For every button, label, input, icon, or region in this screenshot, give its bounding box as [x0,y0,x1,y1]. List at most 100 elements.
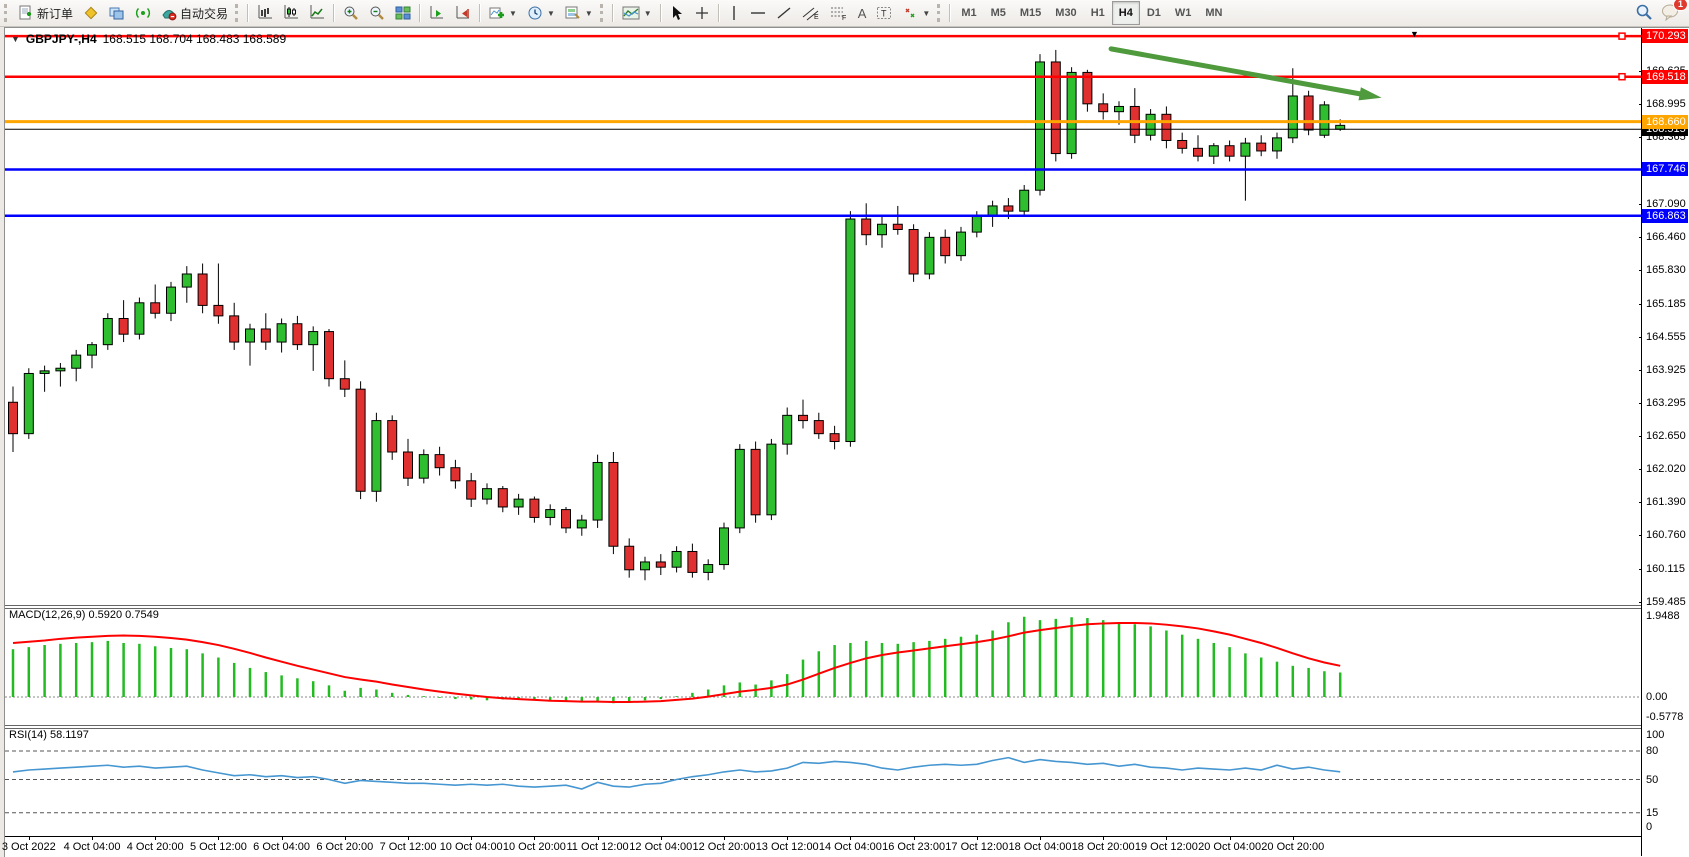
line-chart-button[interactable] [304,1,330,25]
time-tick [1292,837,1294,840]
hline-price-badge: 166.863 [1642,208,1688,223]
timeframe-button-mn[interactable]: MN [1205,7,1223,19]
price-tick-label: 164.555 [1646,330,1686,343]
cursor-button[interactable] [665,1,689,25]
timeframe-button-m15[interactable]: M15 [1019,7,1042,19]
candle [956,226,966,261]
candle [1161,106,1172,149]
chart-shift-marker[interactable]: ▼ [1410,29,1419,39]
price-tick-label: 168.995 [1646,98,1686,111]
price-axis[interactable]: 169.625168.995168.365167.090166.460165.8… [1639,28,1689,856]
line-handle[interactable] [1618,32,1626,40]
time-axis[interactable]: 3 Oct 2022 4 Oct 04:00 4 Oct 20:00 5 Oct 12… [2,836,1689,857]
separator [333,4,336,22]
fibonacci-button[interactable]: F [825,1,853,25]
text-button[interactable]: A [853,1,872,25]
trend-arrow-object[interactable] [1108,46,1375,99]
time-label: 12 Oct 20:00 [692,841,756,853]
autotrading-icon [162,10,177,21]
templates-button[interactable]: ▼ [560,1,598,25]
pane-separator[interactable] [5,605,1642,609]
candle-body [719,527,729,566]
separator [659,4,662,22]
time-label: 10 Oct 04:00 [439,841,503,853]
toolbar-grip[interactable] [4,4,11,22]
candle-body [355,388,366,492]
candle-body [608,461,619,547]
bar-chart-button[interactable] [252,1,278,25]
candle-body [734,448,745,529]
candle-body [229,315,240,343]
candle-body [118,317,129,335]
chart-shift-button[interactable] [450,1,476,25]
pane-separator[interactable] [5,725,1642,729]
time-tick [408,837,409,840]
price-tick [1639,535,1642,537]
tile-windows-icon [395,6,411,20]
time-label: 7 Oct 12:00 [379,841,437,853]
community-button[interactable]: 1 [1661,0,1688,24]
timeframe-button-m30[interactable]: M30 [1055,7,1077,19]
timeframe-button-m1[interactable]: M1 [961,7,977,19]
timeframe-button-h4[interactable]: H4 [1111,1,1140,25]
price-pane[interactable] [5,28,1642,605]
arrows-button[interactable]: ▼ [897,1,935,25]
candlestick-chart-button[interactable] [278,1,304,25]
notification-badge: 1 [1672,0,1688,11]
macd-pane[interactable]: MACD(12,26,9) 0.5920 0.7549 [5,607,1642,725]
trendline-button[interactable] [771,1,797,25]
candle-body [576,519,587,529]
search-button[interactable] [1635,3,1653,24]
candle [39,365,50,392]
periods-button[interactable]: ▼ [522,1,560,25]
candle-body [339,378,350,390]
bar-chart-icon [258,5,273,19]
candle [482,483,492,505]
candle-body [197,273,208,306]
candle-body [466,480,477,500]
candle-body [924,236,935,275]
indicators-button[interactable]: ▼ [484,1,522,25]
crosshair-icon [695,7,708,19]
time-label: 14 Oct 04:00 [818,841,882,853]
label-button[interactable]: T [871,1,897,25]
candle [1035,54,1045,196]
zoom-in-button[interactable] [338,1,364,25]
new-order-button[interactable]: 新订单 [13,1,78,25]
candle [1050,49,1061,162]
autotrading-button[interactable]: 自动交易 [156,1,233,25]
timeframe-toolbar: M1 M5 M15 M30 H1 H4 D1 W1 MN [954,1,1229,25]
candle-body [87,344,97,356]
svg-text:F: F [842,15,846,21]
timeframe-button-m5[interactable]: M5 [990,7,1006,19]
hline-price-badge: 168.660 [1642,114,1688,129]
vertical-line-button[interactable] [723,1,745,25]
line-handle[interactable] [1618,72,1626,81]
auto-scroll-button[interactable] [424,1,450,25]
separator [611,4,614,22]
signals-button[interactable] [130,1,156,25]
timeframe-button-d1[interactable]: D1 [1146,7,1161,19]
timeframe-button-w1[interactable]: W1 [1174,7,1192,19]
indicator-list-button[interactable]: ▼ [617,1,657,25]
toolbar-grip[interactable] [599,4,607,22]
toolbar-grip[interactable] [937,4,944,22]
clock-icon [528,6,542,20]
time-label: 12 Oct 04:00 [629,841,693,853]
chart-dropdown-icon[interactable]: ▼ [11,34,20,44]
tile-windows-button[interactable] [390,1,416,25]
timeframe-button-h1[interactable]: H1 [1090,7,1105,19]
candle [1303,90,1314,136]
zoom-out-button[interactable] [364,1,390,25]
rsi-pane[interactable]: RSI(14) 58.1197 [5,727,1642,836]
toolbar-grip[interactable] [235,4,242,22]
styles-button[interactable] [78,1,104,25]
symbol-period-label: GBPJPY-,H4 [25,32,97,46]
horizontal-line-button[interactable] [745,1,771,25]
equidistant-channel-button[interactable]: E [797,1,825,25]
crosshair-button[interactable] [689,1,715,25]
profiles-button[interactable] [104,1,130,25]
candle [403,438,413,487]
candle [102,313,113,350]
price-tick [1639,369,1642,371]
